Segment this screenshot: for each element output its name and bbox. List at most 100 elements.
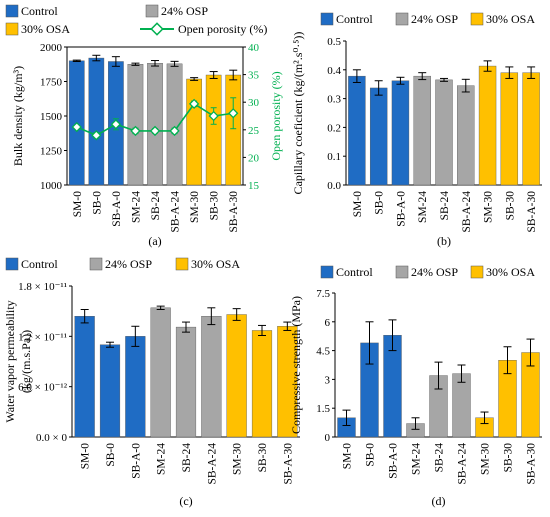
legend-label-osp: 24% OSP — [161, 4, 208, 18]
bar-sb-24 — [435, 79, 453, 186]
y-tick-label: 0.0 × 0 — [36, 432, 67, 444]
bar-sb-0 — [369, 87, 388, 186]
legend-marker-porosity — [150, 22, 164, 36]
y-tick-label: 0.5 — [327, 36, 341, 48]
y-tick-label: 1000 — [40, 180, 63, 192]
x-tick-label-sb-24: SB-24 — [434, 443, 446, 473]
bar-sm-30 — [226, 314, 247, 438]
legend-label-porosity: Open porosity (%) — [178, 22, 267, 36]
x-tick-label-sb-a-30: SB-A-30 — [228, 191, 240, 233]
x-tick-label-sb-30: SB-30 — [257, 443, 269, 473]
legend-swatch-osp — [145, 4, 159, 18]
y2-tick-label: 40 — [248, 42, 260, 54]
x-tick-label-sb-0: SB-0 — [374, 191, 386, 215]
bar-sb-24 — [147, 63, 163, 186]
y-tick-label: 6.0 × 10⁻¹² — [18, 382, 68, 394]
y-axis-title-line2: (kg/(m.s.Pa)) — [19, 330, 33, 393]
y-axis-title-line1: Water vapor permeability — [3, 300, 17, 422]
chart-panel-2: 0.0 0.1 0.2 0.3 0.4 0.5 Capillary coeficient (… — [291, 32, 542, 248]
y-tick-label: 2000 — [40, 42, 63, 54]
y-tick-label: 7.5 — [316, 288, 330, 300]
x-tick-label-sm-30: SM-30 — [232, 443, 244, 475]
x-tick-label-sb-0: SB-0 — [105, 443, 117, 467]
x-tick-label-sm-30: SM-30 — [483, 191, 495, 223]
bar-sb-a-30 — [225, 74, 242, 186]
panel-label: (a) — [148, 234, 161, 248]
legend-item-osp-p0: 24% OSP — [145, 4, 208, 18]
legend-swatch-control — [5, 257, 19, 271]
x-tick-label-sm-24: SM-24 — [156, 443, 168, 475]
legend-swatch-control — [5, 4, 19, 18]
x-tick-label-sb-0: SB-0 — [91, 191, 103, 215]
legend-label-control: Control — [21, 4, 58, 18]
y-axis-title: Compressive strength (MPa) — [289, 296, 303, 434]
legend-item-control-p0: Control — [5, 4, 58, 18]
legend-item-osa-p3: 30% OSA — [470, 265, 535, 279]
bar-sm-24 — [127, 64, 144, 186]
x-tick-label-sm-24: SM-24 — [411, 443, 423, 475]
y-tick-label: 1.8 × 10⁻¹¹ — [18, 281, 67, 293]
bar-sm-0 — [348, 75, 366, 186]
y-tick-label: 6 — [325, 317, 331, 329]
bar-sm-30 — [186, 78, 202, 186]
panel-label: (c) — [179, 494, 192, 508]
legend-swatch-osp — [395, 265, 409, 279]
legend-item-osa-p1: 30% OSA — [470, 12, 535, 26]
legend-label-osa: 30% OSA — [486, 265, 535, 279]
x-tick-label-sb-a-24: SB-A-24 — [206, 443, 218, 485]
y-tick-label: 1500 — [40, 111, 63, 123]
y-tick-label: 0.3 — [327, 94, 341, 106]
y-tick-label: 0 — [325, 432, 331, 444]
panel-label: (b) — [437, 234, 451, 248]
porosity-point-sm-24 — [130, 125, 141, 137]
porosity-point-sm-30 — [188, 98, 200, 110]
y2-tick-label: 15 — [248, 180, 260, 192]
legend-label-control: Control — [336, 265, 373, 279]
x-tick-label-sb-a-0: SB-A-0 — [395, 191, 407, 227]
legend-item-porosity-p0: Open porosity (%) — [140, 22, 267, 36]
y-tick-label: 1.2 × 10⁻¹¹ — [18, 331, 67, 343]
legend-item-control-p1: Control — [320, 12, 373, 26]
legend-swatch-control — [320, 265, 334, 279]
panel-label: (d) — [432, 494, 446, 508]
bar-sm-30 — [478, 65, 497, 186]
legend-label-control: Control — [21, 257, 58, 271]
legend-swatch-control — [320, 12, 334, 26]
bar-sb-30 — [251, 330, 273, 438]
y-axis-title: Bulk density (kg/m³) — [11, 66, 25, 166]
x-tick-label-sb-a-24: SB-A-24 — [170, 191, 182, 233]
y-tick-label: 3 — [325, 374, 331, 386]
legend-item-osp-p3: 24% OSP — [395, 265, 458, 279]
y2-tick-label: 25 — [248, 125, 260, 137]
x-tick-label-sm-0: SM-0 — [352, 191, 364, 217]
porosity-point-sb-30 — [208, 110, 219, 122]
x-tick-label-sb-30: SB-30 — [504, 191, 516, 221]
chart-panel-1: 1000 1250 1500 1750 2000 Bulk density (kg/m³)… — [11, 42, 283, 248]
y-tick-label: 1250 — [40, 146, 63, 158]
chart-panel-3: 0.0 × 0 6.0 × 10⁻¹² 1.2 × 10⁻¹¹ 1.8 × 10⁻¹¹… — [3, 281, 300, 508]
bar-sb-30 — [205, 74, 222, 186]
legend-swatch-osa — [470, 265, 484, 279]
bar-sb-0 — [99, 344, 121, 438]
x-tick-label-sb-a-0: SB-A-0 — [130, 443, 142, 479]
bar-sm-24 — [413, 75, 431, 186]
y-axis-title: Capillary coeficient (kg/(m².s⁰·⁵)) — [291, 32, 305, 195]
y2-tick-label: 30 — [248, 97, 260, 109]
bar-sb-a-24 — [452, 373, 471, 438]
bar-sb-a-24 — [201, 316, 222, 438]
y-tick-label: 0.2 — [327, 122, 341, 134]
legend-swatch-osa — [5, 22, 19, 36]
legend-label-osp: 24% OSP — [105, 257, 152, 271]
y2-axis-title: Open porosity (%) — [269, 71, 283, 160]
x-tick-label-sm-24: SM-24 — [417, 191, 429, 223]
x-tick-label-sm-24: SM-24 — [130, 191, 142, 223]
x-tick-label-sb-a-30: SB-A-30 — [526, 443, 538, 485]
x-tick-label-sb-a-0: SB-A-0 — [388, 443, 400, 479]
x-tick-label-sb-a-0: SB-A-0 — [111, 191, 123, 227]
porosity-point-sb-0 — [91, 130, 102, 141]
legend-swatch-osa — [470, 12, 484, 26]
x-tick-label-sb-30: SB-30 — [503, 443, 515, 473]
legend-label-osa: 30% OSA — [21, 22, 70, 36]
legend-item-control-p2: Control — [5, 257, 58, 271]
